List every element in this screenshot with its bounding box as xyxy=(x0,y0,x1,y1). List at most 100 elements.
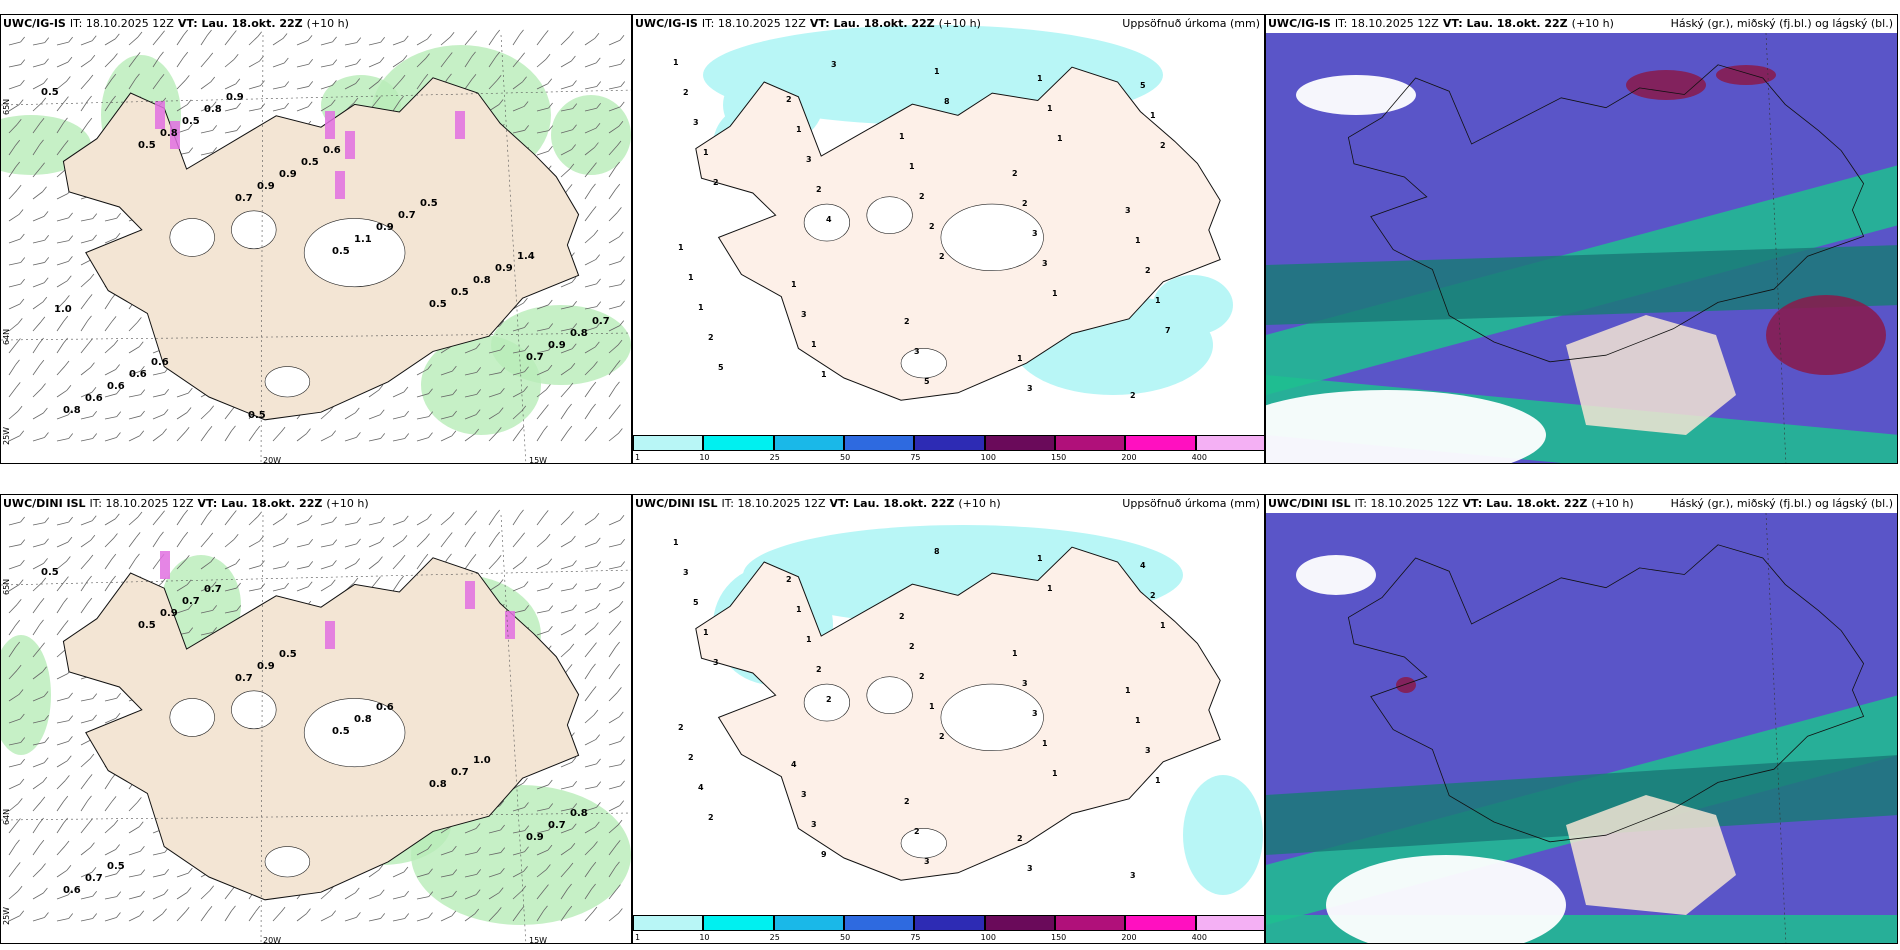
colorbar-tick: 150 xyxy=(1051,933,1067,942)
wind-value-labels: 0.5 0.5 0.7 0.5 0.8 0.9 0.6 0.9 0.9 0.8 0.7 0.7 0.7 0… xyxy=(41,567,588,896)
panel-header: UWC/DINI ISL IT: 18.10.2025 12Z VT: Lau.… xyxy=(635,497,1260,513)
glacier xyxy=(303,698,406,768)
glacier xyxy=(900,348,947,379)
colorbar-tick: 50 xyxy=(840,933,851,942)
lead-time: (+10 h) xyxy=(1571,17,1614,30)
wind-value-label: 0.5 xyxy=(332,726,350,737)
wind-value-label: 0.7 xyxy=(235,193,253,204)
precip-value-label: 2 xyxy=(708,333,714,342)
precip-value-label: 2 xyxy=(919,672,925,681)
axis-label: 20W xyxy=(263,936,281,944)
precip-value-label: 1 xyxy=(678,243,684,252)
precip-value-label: 3 xyxy=(801,790,807,799)
colorbar-tick: 400 xyxy=(1191,453,1207,462)
axis-label: 25W xyxy=(2,907,11,925)
precip-value-label: 4 xyxy=(1140,561,1146,570)
precip-value-label: 8 xyxy=(944,97,950,106)
precip-value-label: 2 xyxy=(688,753,694,762)
precip-value-label: 2 xyxy=(786,95,792,104)
precip-value-label: 3 xyxy=(806,155,812,164)
valid-time: VT: Lau. 18.okt. 22Z xyxy=(829,497,955,510)
colorbar-tick: 1 xyxy=(635,933,641,942)
wind-value-label: 0.5 xyxy=(41,87,59,98)
iceland-land xyxy=(695,66,1221,401)
precip-map: 1 2 2 1 1 2 4 2 2 3 3 1 2 3 1 2 3 2 3 4 5 1 2 3 3 4 3 3 1 2 1 2 1 1 1 2 9 8 1 1… xyxy=(673,525,1263,895)
precip-value-label: 3 xyxy=(801,310,807,319)
precip-value-label: 1 xyxy=(929,702,935,711)
precip-value-label: 2 xyxy=(919,192,925,201)
wind-value-label: 0.9 xyxy=(548,340,566,351)
wind-value-label: 0.6 xyxy=(323,145,341,156)
convective-area xyxy=(325,621,335,649)
precip-value-label: 5 xyxy=(693,598,699,607)
convective-area xyxy=(335,171,345,199)
precip-value-label: 1 xyxy=(821,370,827,379)
wind-value-label: 0.9 xyxy=(279,169,297,180)
precip-value-label: 3 xyxy=(1125,206,1131,215)
precip-value-label: 2 xyxy=(939,252,945,261)
wind-value-label: 0.9 xyxy=(376,222,394,233)
wind-value-label: 1.1 xyxy=(354,234,372,245)
wind-value-label: 0.9 xyxy=(526,832,544,843)
colorbar-tick: 75 xyxy=(910,453,921,462)
colorbar-swatch xyxy=(984,915,1055,931)
init-time: IT: 18.10.2025 12Z xyxy=(69,17,174,30)
colorbar-tick: 1 xyxy=(635,453,641,462)
colorbar-swatch xyxy=(633,915,704,931)
precip-value-label: 1 xyxy=(673,538,679,547)
precip-value-label: 2 xyxy=(713,178,719,187)
precip-value-label: 1 xyxy=(1155,296,1161,305)
colorbar-tick: 50 xyxy=(840,453,851,462)
iceland-land xyxy=(695,546,1221,881)
precip-value-label: 5 xyxy=(1140,81,1146,90)
low-cloud-area xyxy=(1296,75,1416,115)
colorbar-tick: 200 xyxy=(1121,453,1137,462)
wind-value-label: 0.9 xyxy=(160,608,178,619)
deep-cloud-area xyxy=(1766,295,1886,375)
wind-value-label: 0.7 xyxy=(592,316,610,327)
colorbar-swatch xyxy=(914,435,985,451)
precip-value-label: 1 xyxy=(1135,716,1141,725)
precip-value-label: 2 xyxy=(816,665,822,674)
precip-map: 1 2 1 2 3 1 1 2 1 2 2 1 1 2 1 1 3 3 3 5 3 3 2 3 2 1 1 5 1 1 1 2 2 3 1 2 1 1 1 2… xyxy=(673,25,1233,401)
glacier xyxy=(940,683,1044,751)
wind-value-label: 0.8 xyxy=(204,104,222,115)
init-time: IT: 18.10.2025 12Z xyxy=(701,17,806,30)
precip-value-label: 2 xyxy=(939,732,945,741)
panel-title: Uppsöfnuð úrkoma (mm) xyxy=(1122,497,1260,510)
colorbar-swatch xyxy=(633,435,704,451)
precip-value-label: 3 xyxy=(924,857,930,866)
glacier xyxy=(940,203,1044,271)
axis-label: 65N xyxy=(2,579,11,595)
precip-value-label: 1 xyxy=(1047,584,1053,593)
wind-value-label: 1.0 xyxy=(54,304,72,315)
precip-value-label: 1 xyxy=(1042,739,1048,748)
model-name: UWC/IG-IS xyxy=(3,17,66,30)
wind-value-label: 0.5 xyxy=(429,299,447,310)
colorbar-tick: 100 xyxy=(980,453,996,462)
panel-header: UWC/IG-IS IT: 18.10.2025 12Z VT: Lau. 18… xyxy=(1268,17,1893,33)
wind-value-label: 0.5 xyxy=(248,410,266,421)
valid-time: VT: Lau. 18.okt. 22Z xyxy=(177,17,303,30)
precip-value-label: 2 xyxy=(904,317,910,326)
wind-value-label: 1.4 xyxy=(517,251,535,262)
precip-value-label: 2 xyxy=(816,185,822,194)
precip-value-label: 1 xyxy=(1052,289,1058,298)
panel-r2-cloud: UWC/DINI ISL IT: 18.10.2025 12Z VT: Lau.… xyxy=(1265,494,1898,944)
precip-value-label: 3 xyxy=(1027,384,1033,393)
precip-value-label: 3 xyxy=(914,347,920,356)
wind-value-label: 0.8 xyxy=(473,275,491,286)
precip-value-label: 2 xyxy=(678,723,684,732)
precip-value-label: 7 xyxy=(1165,326,1171,335)
coastline xyxy=(1347,544,1865,843)
glacier xyxy=(231,210,277,250)
colorbar-swatch xyxy=(1195,435,1264,451)
colorbar-tick: 150 xyxy=(1051,453,1067,462)
precip-value-label: 1 xyxy=(796,125,802,134)
precip-area xyxy=(1183,775,1263,895)
precip-value-label: 2 xyxy=(1022,199,1028,208)
precip-value-label: 2 xyxy=(683,88,689,97)
wind-value-label: 0.5 xyxy=(451,287,469,298)
precip-value-label: 9 xyxy=(821,850,827,859)
